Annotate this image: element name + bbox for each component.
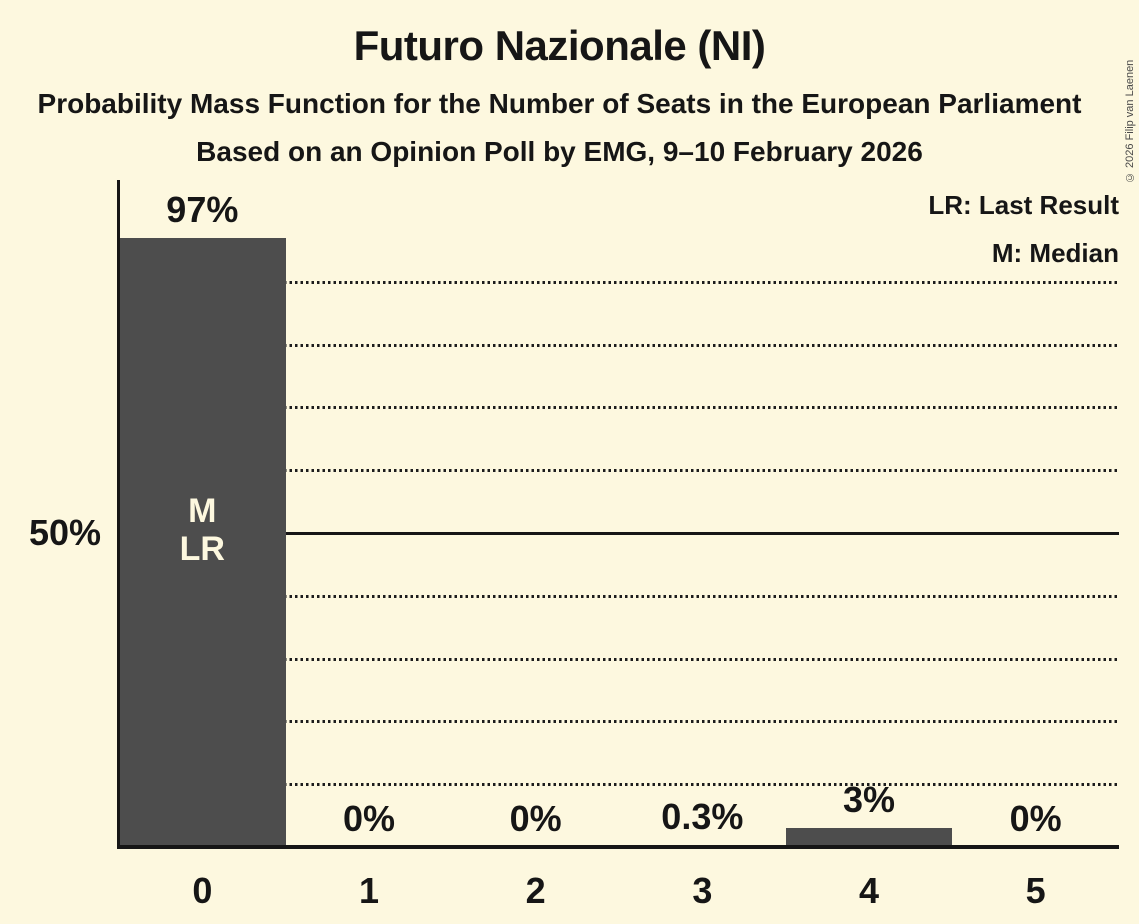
bar-seats-4 <box>785 828 953 847</box>
value-label-seats-0: 97% <box>166 189 239 230</box>
x-axis <box>117 845 1119 849</box>
annotation-line-lr: LR <box>179 530 225 568</box>
x-tick-label-0: 0 <box>192 870 213 911</box>
value-label-seats-4: 3% <box>842 779 896 820</box>
x-tick-label-4: 4 <box>858 870 880 911</box>
chart-title: Futuro Nazionale (NI) <box>353 22 766 69</box>
gridline-60pct <box>119 469 1119 473</box>
x-tick-label-5: 5 <box>1025 870 1046 911</box>
bar-seats-0 <box>119 237 286 847</box>
legend: LR: Last Result M: Median <box>519 181 1119 277</box>
y-tick-label-50: 50% <box>28 512 101 553</box>
y-axis <box>117 180 120 848</box>
legend-median: M: Median <box>991 238 1119 268</box>
chart-source-subtitle: Based on an Opinion Poll by EMG, 9–10 Fe… <box>196 136 923 167</box>
gridline-90pct <box>119 280 1119 284</box>
x-tick-label-1: 1 <box>358 870 380 911</box>
gridline-80pct <box>119 343 1119 347</box>
value-label-seats-5: 0% <box>1009 798 1062 839</box>
x-tick-label-2: 2 <box>525 870 546 911</box>
median-last-result-annotation: M LR <box>119 492 285 568</box>
gridline-10pct <box>119 783 1119 787</box>
x-tick-label-3: 3 <box>692 870 713 911</box>
gridline-70pct <box>119 406 1119 410</box>
legend-last-result: LR: Last Result <box>928 190 1119 220</box>
gridline-20pct <box>119 720 1119 724</box>
copyright-notice: © 2026 Filip van Laenen <box>1124 59 1136 183</box>
chart-subtitle: Probability Mass Function for the Number… <box>37 88 1082 119</box>
gridline-40pct <box>119 594 1119 598</box>
value-label-seats-3: 0.3% <box>661 796 744 837</box>
value-label-seats-2: 0% <box>509 798 562 839</box>
annotation-line-m: M <box>188 492 217 530</box>
value-label-seats-1: 0% <box>342 798 396 839</box>
gridline-30pct <box>119 657 1119 661</box>
majority-line-50pct <box>119 532 1119 535</box>
